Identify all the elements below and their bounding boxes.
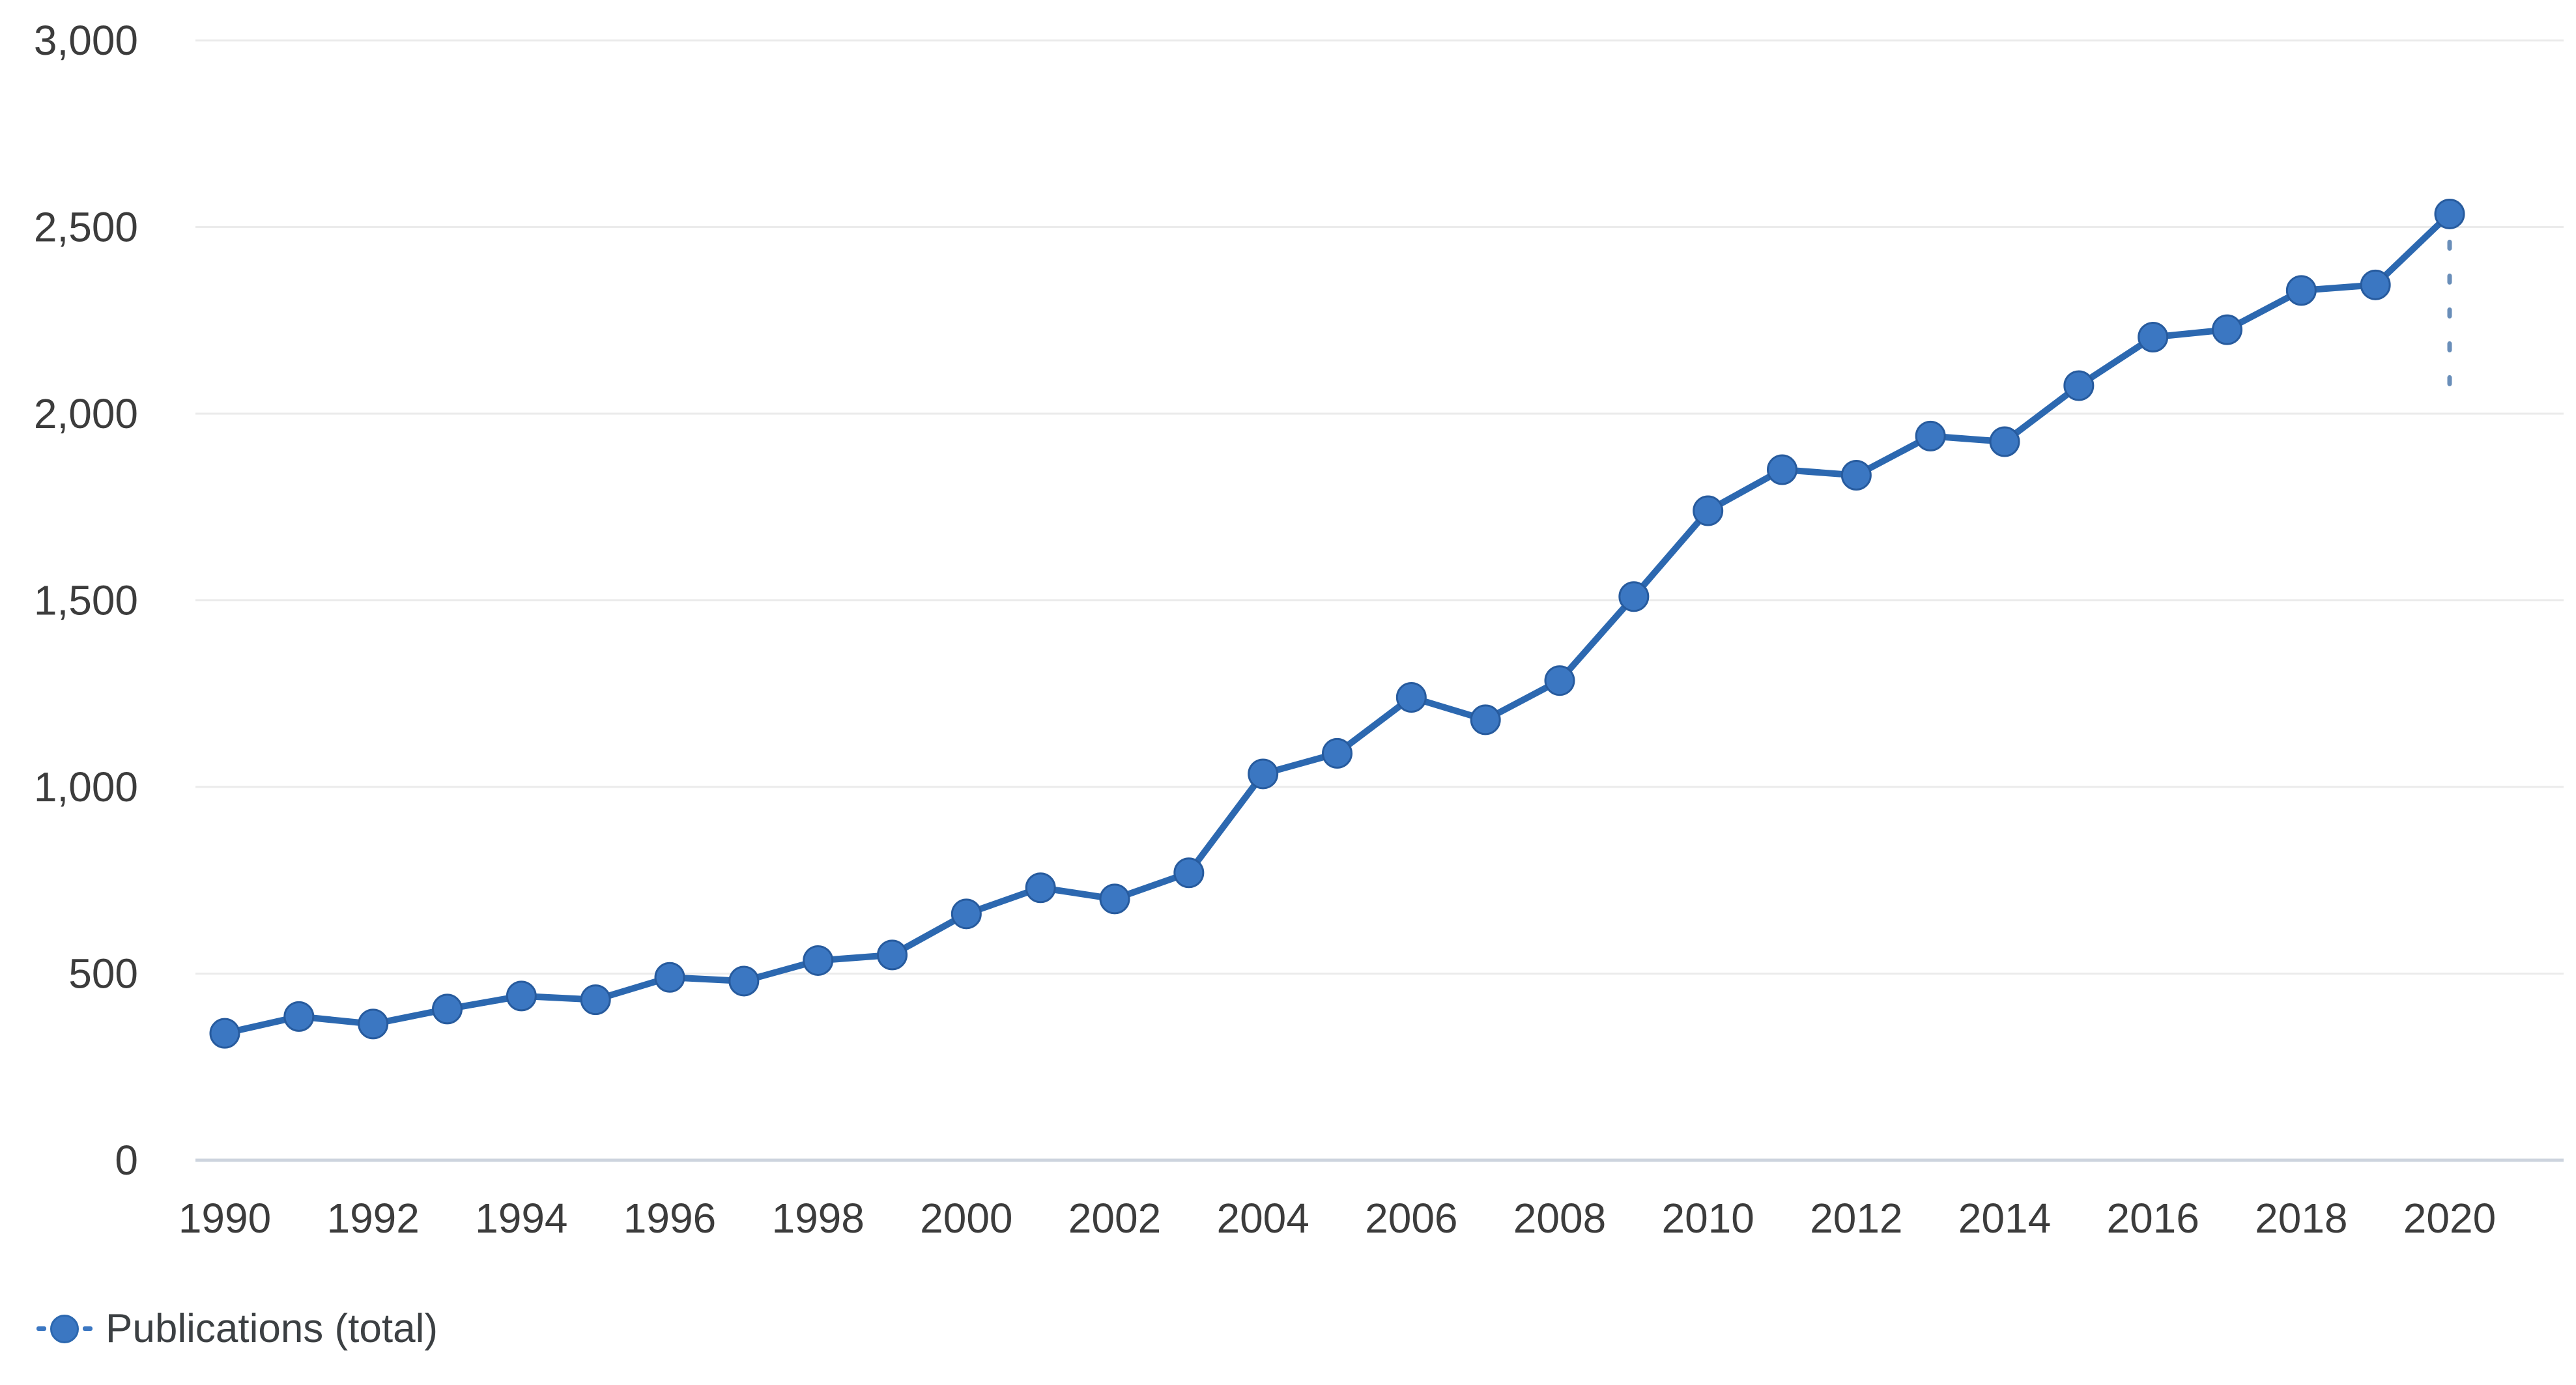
x-tick-label: 2016 <box>2106 1195 2199 1242</box>
x-tick-label: 2020 <box>2403 1195 2496 1242</box>
data-point-2006[interactable] <box>1395 681 1427 713</box>
x-tick-label: 2014 <box>1958 1195 2051 1242</box>
x-tick-label: 2004 <box>1216 1195 1309 1242</box>
gridlines <box>195 39 2564 1162</box>
data-point-2007[interactable] <box>1470 704 1501 735</box>
data-point-1999[interactable] <box>876 939 908 971</box>
legend-label: Publications (total) <box>106 1306 438 1351</box>
data-point-2012[interactable] <box>1840 460 1872 491</box>
data-point-1996[interactable] <box>654 962 685 993</box>
data-point-2015[interactable] <box>2063 370 2095 401</box>
data-point-2019[interactable] <box>2360 269 2391 300</box>
x-tick-label: 2010 <box>1661 1195 1754 1242</box>
series-points <box>209 198 2465 1049</box>
data-point-2011[interactable] <box>1766 454 1797 485</box>
data-point-2010[interactable] <box>1693 495 1724 526</box>
data-point-1994[interactable] <box>506 980 537 1012</box>
legend-dot <box>50 1314 79 1343</box>
y-tick-label: 1,000 <box>34 764 138 810</box>
data-point-1997[interactable] <box>728 965 760 997</box>
series-line-publications-total- <box>222 210 2453 1037</box>
y-tick-label: 2,500 <box>34 204 138 251</box>
y-tick-label: 2,000 <box>34 390 138 437</box>
data-point-1993[interactable] <box>431 993 463 1025</box>
x-tick-label: 2012 <box>1810 1195 1902 1242</box>
x-tick-label: 2008 <box>1513 1195 1606 1242</box>
data-point-2004[interactable] <box>1248 758 1279 790</box>
data-point-2016[interactable] <box>2138 322 2169 353</box>
x-axis-tick-labels: 1990 1992 1994 1996 1998 2000 2002 2004 2006 2008… <box>179 1195 2496 1242</box>
x-tick-label: 1998 <box>771 1195 864 1242</box>
data-point-2003[interactable] <box>1173 857 1205 889</box>
y-axis-tick-labels: 0 500 1,000 1,500 2,000 2,500 3,000 <box>34 17 138 1184</box>
data-point-2008[interactable] <box>1544 665 1575 696</box>
x-tick-label: 1990 <box>179 1195 271 1242</box>
x-tick-label: 1994 <box>475 1195 567 1242</box>
x-tick-label: 2018 <box>2255 1195 2347 1242</box>
data-point-2020[interactable] <box>2434 198 2465 229</box>
data-point-2001[interactable] <box>1025 872 1056 904</box>
data-point-2014[interactable] <box>1989 426 2020 457</box>
y-tick-label: 3,000 <box>34 17 138 64</box>
legend-line-dot-icon <box>36 1314 93 1343</box>
data-point-1998[interactable] <box>803 945 834 976</box>
x-tick-label: 1996 <box>623 1195 716 1242</box>
data-point-1995[interactable] <box>580 984 611 1016</box>
y-tick-label: 500 <box>68 950 138 997</box>
x-tick-label: 1992 <box>326 1195 419 1242</box>
data-point-2013[interactable] <box>1915 420 1946 451</box>
data-point-2018[interactable] <box>2285 275 2317 306</box>
data-point-2009[interactable] <box>1618 581 1650 612</box>
data-point-2002[interactable] <box>1099 883 1130 915</box>
data-point-1990[interactable] <box>209 1018 240 1049</box>
data-point-1992[interactable] <box>358 1008 389 1040</box>
x-tick-label: 2002 <box>1068 1195 1161 1242</box>
data-point-2017[interactable] <box>2211 314 2242 345</box>
legend-dash-right <box>83 1326 93 1331</box>
series-lines <box>222 210 2453 1037</box>
data-point-2005[interactable] <box>1321 737 1352 769</box>
data-point-2000[interactable] <box>951 898 982 930</box>
x-tick-label: 2006 <box>1365 1195 1457 1242</box>
data-point-1991[interactable] <box>283 1001 315 1032</box>
y-tick-label: 0 <box>115 1137 138 1184</box>
y-tick-label: 1,500 <box>34 577 138 624</box>
legend: Publications (total) <box>36 1306 438 1352</box>
legend-dash-left <box>36 1326 46 1331</box>
x-tick-label: 2000 <box>920 1195 1012 1242</box>
